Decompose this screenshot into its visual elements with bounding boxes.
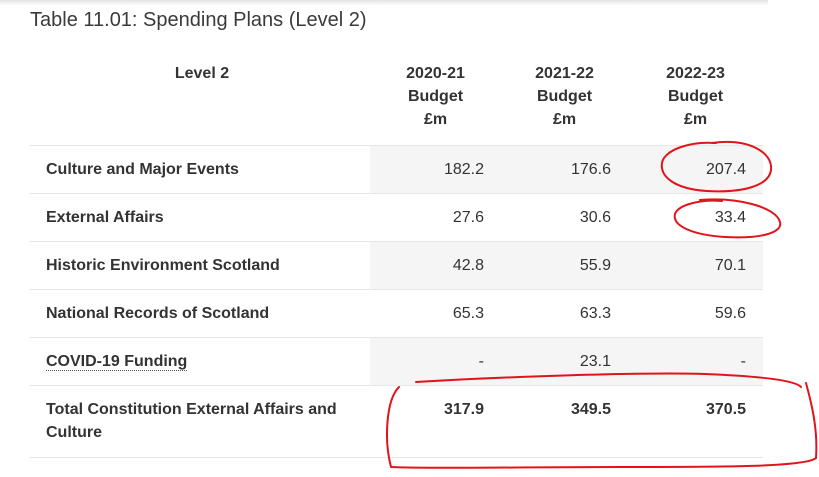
table-row: Historic Environment Scotland 42.8 55.9 … [30,241,763,290]
total-row: Total Constitution External Affairs and … [30,385,763,458]
cell-value: 30.6 [501,193,628,242]
header-line: Level 2 [174,65,230,82]
cell-value: 176.6 [501,145,628,194]
table-row: COVID-19 Funding - 23.1 - [30,337,763,386]
row-label: National Records of Scotland [30,289,370,338]
cell-value: 55.9 [501,241,628,290]
cell-value: 70.1 [628,241,763,290]
cell-value: 42.8 [370,241,501,290]
row-label: External Affairs [30,193,370,242]
cell-value: 182.2 [370,145,501,194]
cell-value: 63.3 [501,289,628,338]
cell-value: 207.4 [628,145,763,194]
header-2022-23: 2022-23 Budget £m [628,60,763,146]
header-line: £m [552,111,577,128]
cell-value: 349.5 [501,385,628,458]
cell-value: 317.9 [370,385,501,458]
header-line: Budget [536,88,593,105]
cell-value: - [370,337,501,386]
table-row: National Records of Scotland 65.3 63.3 5… [30,289,763,338]
table-row: Culture and Major Events 182.2 176.6 207… [30,145,763,194]
row-label: COVID-19 Funding [30,337,370,386]
table-row: External Affairs 27.6 30.6 33.4 [30,193,763,242]
cell-value: - [628,337,763,386]
row-label: Total Constitution External Affairs and … [30,385,370,458]
header-line: £m [683,111,708,128]
table-title: Table 11.01: Spending Plans (Level 2) [30,9,367,31]
header-2020-21: 2020-21 Budget £m [370,60,501,146]
header-line: Budget [407,88,464,105]
header-level-2: Level 2 [30,60,370,146]
spending-plans-table: Level 2 2020-21 Budget £m 2021-22 Budget… [30,60,763,458]
top-edge-shadow [0,0,768,6]
header-line: Budget [667,88,724,105]
row-label: Culture and Major Events [30,145,370,194]
cell-value: 370.5 [628,385,763,458]
header-line: 2021-22 [535,65,594,82]
header-line: 2020-21 [406,65,465,82]
row-label: Historic Environment Scotland [30,241,370,290]
cell-value: 23.1 [501,337,628,386]
header-line: £m [423,111,448,128]
header-line: 2022-23 [666,65,725,82]
header-2021-22: 2021-22 Budget £m [501,60,628,146]
cell-value: 27.6 [370,193,501,242]
cell-value: 65.3 [370,289,501,338]
cell-value: 59.6 [628,289,763,338]
covid-funding-link[interactable]: COVID-19 Funding [46,353,188,371]
header-row: Level 2 2020-21 Budget £m 2021-22 Budget… [30,60,763,146]
cell-value: 33.4 [628,193,763,242]
